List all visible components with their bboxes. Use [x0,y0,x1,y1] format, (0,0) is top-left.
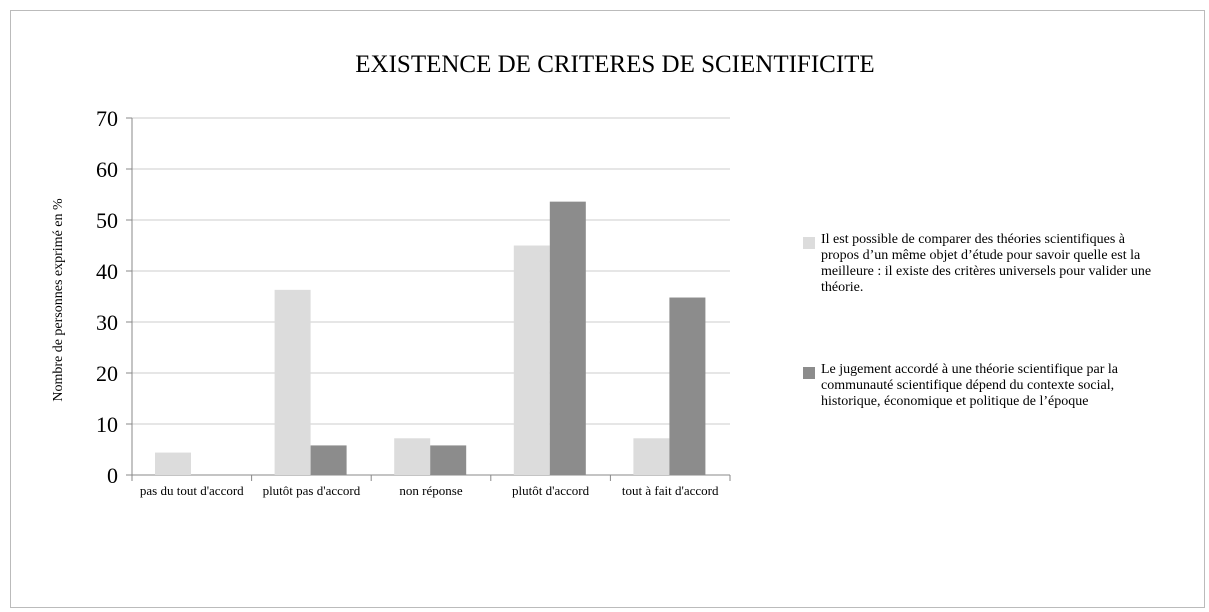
bar [549,201,586,475]
y-tick-label: 30 [96,310,118,335]
legend-item: Il est possible de comparer des théories… [803,232,1163,296]
bar [274,289,311,475]
x-tick-label: plutôt d'accord [512,483,590,498]
legend-label: Il est possible de comparer des théories… [821,232,1152,295]
chart-frame [10,10,1205,608]
bar [430,445,467,475]
chart-title: EXISTENCE DE CRITERES DE SCIENTIFICITE [355,51,874,78]
x-tick-label: plutôt pas d'accord [262,483,361,498]
y-tick-label: 70 [96,106,118,131]
bar [310,445,347,475]
x-tick-label: tout à fait d'accord [621,483,719,498]
x-tick-label: non réponse [399,483,463,498]
legend-label: Le jugement accordé à une théorie scient… [821,362,1118,409]
bar [669,297,706,475]
y-tick-label: 40 [96,259,118,284]
y-axis-label: Nombre de personnes exprimé en % [51,198,66,402]
bar [394,438,431,475]
x-tick-label: pas du tout d'accord [139,483,244,498]
bar [155,452,191,475]
y-tick-label: 60 [96,157,118,182]
legend-swatch [803,367,815,379]
bar [633,438,670,475]
y-tick-label: 50 [96,208,118,233]
y-tick-label: 10 [96,412,118,437]
bar [513,245,550,475]
y-tick-label: 20 [96,361,118,386]
legend-item: Le jugement accordé à une théorie scient… [803,362,1163,410]
legend-swatch [803,237,815,249]
y-tick-label: 0 [107,463,118,488]
